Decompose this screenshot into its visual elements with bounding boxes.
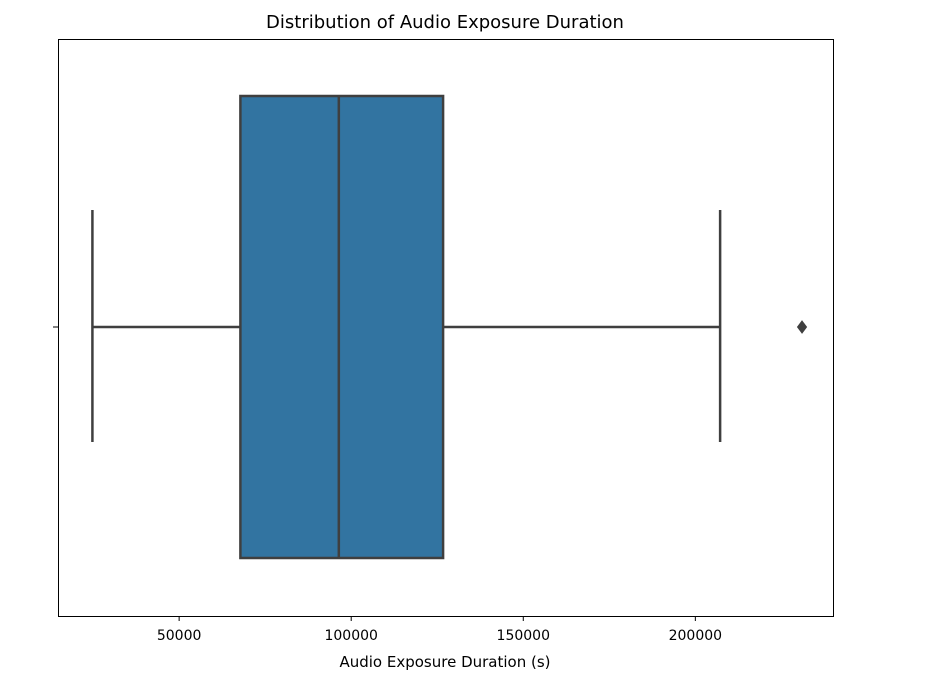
box-iqr [239, 94, 445, 560]
axes-frame [58, 39, 834, 617]
x-axis-ticks: 50000 100000 150000 200000 [157, 616, 722, 644]
x-axis-label: Audio Exposure Duration (s) [339, 653, 550, 671]
outliers-group [796, 320, 808, 334]
x-tick-label-1: 50000 [157, 628, 202, 644]
chart-title: Distribution of Audio Exposure Duration [266, 12, 624, 33]
outlier-point-1 [796, 320, 808, 334]
x-tick-label-3: 150000 [497, 628, 550, 644]
x-tick-label-2: 100000 [324, 628, 377, 644]
x-tick-label-4: 200000 [669, 628, 722, 644]
box-plot-group [91, 94, 722, 560]
